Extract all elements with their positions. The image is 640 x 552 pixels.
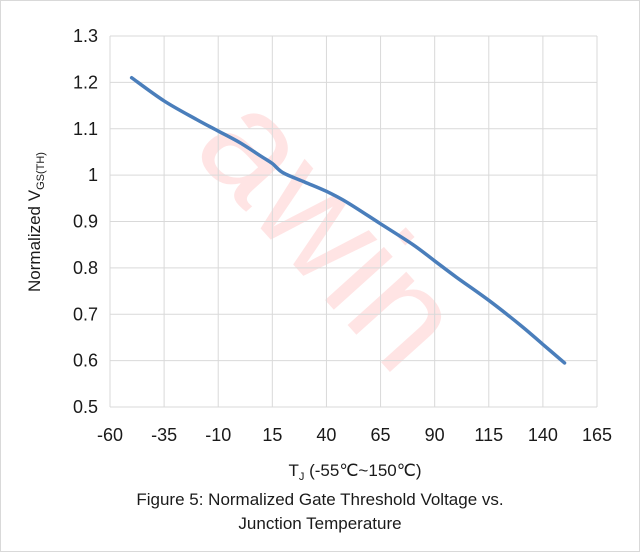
x-tick-label: 15 xyxy=(262,425,282,445)
series-line xyxy=(129,75,567,365)
y-tick-label: 0.6 xyxy=(73,351,98,371)
y-axis-label: Normalized VGS(TH) xyxy=(25,152,47,292)
watermark: awin xyxy=(166,59,497,401)
y-tick-label: 0.9 xyxy=(73,212,98,232)
x-tick-labels: -60 -35 -10 15 40 65 90 115 140 165 xyxy=(97,425,612,445)
x-tick-label: 140 xyxy=(528,425,558,445)
x-tick-label: 165 xyxy=(582,425,612,445)
x-tick-label: 90 xyxy=(425,425,445,445)
y-tick-label: 1.2 xyxy=(73,72,98,92)
gridlines xyxy=(109,35,598,408)
y-tick-label: 1.3 xyxy=(73,26,98,46)
x-axis-label: TJ (-55℃~150℃) xyxy=(289,461,422,483)
x-tick-label: 115 xyxy=(474,425,503,445)
x-tick-label: 65 xyxy=(371,425,391,445)
x-tick-label: -10 xyxy=(205,425,231,445)
y-tick-label: 1.1 xyxy=(73,119,98,139)
caption-line-1: Figure 5: Normalized Gate Threshold Volt… xyxy=(136,490,504,509)
y-tick-label: 0.8 xyxy=(73,258,98,278)
figure-caption: Figure 5: Normalized Gate Threshold Volt… xyxy=(0,488,640,536)
y-tick-label: 0.7 xyxy=(73,304,98,324)
y-tick-labels: 0.5 0.6 0.7 0.8 0.9 1 1.1 1.2 1.3 xyxy=(73,26,98,417)
x-tick-label: 40 xyxy=(316,425,336,445)
y-tick-label: 0.5 xyxy=(73,397,98,417)
caption-line-2: Junction Temperature xyxy=(238,514,402,533)
x-tick-label: -60 xyxy=(97,425,123,445)
x-tick-label: -35 xyxy=(151,425,177,445)
y-tick-label: 1 xyxy=(88,165,98,185)
series-lines xyxy=(129,75,567,365)
